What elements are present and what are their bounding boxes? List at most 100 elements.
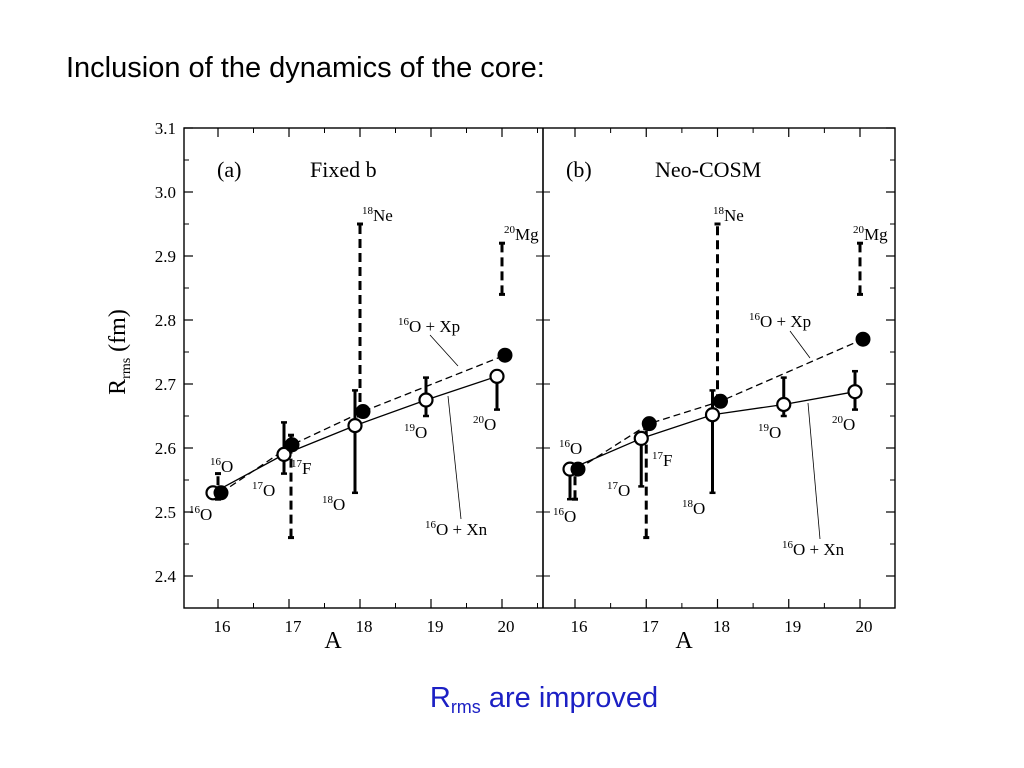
annotation-text: O — [484, 415, 496, 434]
annotation: 20O — [473, 414, 496, 434]
data-point-filled — [855, 331, 871, 347]
annotation-sup: 20 — [832, 414, 844, 426]
x-tick-label: 19 — [427, 617, 444, 636]
data-point-filled — [497, 347, 513, 363]
data-point-open — [276, 446, 292, 462]
caption-sub: rms — [450, 697, 481, 717]
caption-rest: are improved — [480, 682, 659, 714]
annotation-text: O — [415, 423, 427, 442]
panel-label: (b) — [566, 157, 592, 182]
y-axis-label: Rrms (fm) — [105, 309, 134, 395]
annotation-text: O + Xp — [760, 312, 811, 331]
data-point-open — [489, 368, 505, 384]
annotation-text: F — [663, 451, 672, 470]
annotation: 20O — [832, 414, 855, 434]
annotation-text: O + Xn — [793, 540, 845, 559]
data-point-filled — [355, 404, 371, 420]
annotation-leader — [789, 330, 811, 359]
annotation-sup: 18 — [362, 205, 374, 217]
annotation: 16O + Xn — [782, 539, 845, 559]
annotation-sup: 18 — [682, 498, 694, 510]
data-point-open — [704, 407, 721, 423]
annotation-sup: 19 — [758, 422, 770, 434]
annotation: 19O — [758, 422, 781, 442]
data-point-open — [776, 396, 792, 413]
data-point-filled — [570, 461, 586, 477]
annotation-sup: 17 — [652, 450, 664, 462]
x-tick-label: 19 — [784, 617, 801, 636]
annotation-text: O — [843, 415, 855, 434]
data-point-filled — [284, 437, 300, 453]
x-axis-label: A — [675, 628, 693, 654]
data-point-open — [847, 384, 863, 400]
annotation-sup: 17 — [252, 480, 264, 492]
annotation-sup: 16 — [559, 438, 571, 450]
x-tick-label: 17 — [285, 617, 303, 636]
annotation: 16O + Xn — [425, 519, 488, 539]
annotation-text: Ne — [724, 206, 744, 225]
annotation-text: O + Xn — [436, 520, 488, 539]
annotation-text: O — [564, 507, 576, 526]
caption-main: R — [429, 682, 451, 714]
annotation-leader — [429, 334, 459, 367]
annotation-text: Mg — [515, 225, 539, 244]
annotation: 16O — [210, 456, 233, 476]
annotation-sup: 20 — [473, 414, 485, 426]
annotation: 20Mg — [504, 224, 539, 244]
annotation-leader — [447, 395, 462, 520]
x-tick-label: 16 — [214, 617, 231, 636]
y-tick-label: 3.1 — [155, 119, 176, 138]
annotation-sup: 16 — [749, 311, 761, 323]
annotation-sup: 18 — [713, 205, 725, 217]
y-axis-label-rest: (fm) — [105, 309, 131, 358]
annotation: 18O — [322, 494, 345, 514]
y-axis-label-sub: rms — [119, 358, 134, 379]
annotation-sup: 16 — [189, 504, 201, 516]
annotation-text: F — [302, 459, 311, 478]
y-tick-label: 3.0 — [155, 183, 176, 202]
annotation: 16O — [189, 504, 212, 524]
annotation-sup: 16 — [553, 506, 565, 518]
x-tick-label: 20 — [856, 617, 873, 636]
annotation: 20Mg — [853, 224, 888, 244]
x-tick-label: 18 — [713, 617, 730, 636]
annotation-sup: 19 — [404, 422, 416, 434]
annotation: 18O — [682, 498, 705, 518]
annotation-leader — [807, 402, 821, 540]
data-point-filled — [713, 393, 728, 409]
x-tick-label: 17 — [642, 617, 660, 636]
annotation-text: O — [618, 481, 630, 500]
y-tick-label: 2.5 — [155, 503, 176, 522]
series-line — [220, 354, 506, 494]
y-tick-label: 2.9 — [155, 247, 176, 266]
annotation: 19O — [404, 422, 427, 442]
data-point-open — [418, 392, 434, 408]
panel-label: (a) — [217, 157, 241, 182]
x-axis-label: A — [324, 628, 342, 654]
annotation-text: O — [693, 499, 705, 518]
annotation-text: O — [333, 495, 345, 514]
y-tick-label: 2.7 — [155, 375, 177, 394]
data-point-open — [633, 430, 649, 446]
annotation-sup: 20 — [853, 224, 865, 236]
y-axis-label-main: R — [105, 379, 131, 395]
data-point-open — [347, 418, 363, 434]
y-tick-label: 2.6 — [155, 439, 176, 458]
annotation-sup: 17 — [291, 458, 303, 470]
annotation-text: O + Xp — [409, 317, 460, 336]
annotation-text: O — [570, 439, 582, 458]
annotation-sup: 16 — [425, 519, 437, 531]
slide-caption: Rrms are improved — [0, 682, 1024, 718]
annotation-text: O — [263, 481, 275, 500]
annotation: 17O — [252, 480, 275, 500]
annotation: 16O + Xp — [749, 311, 811, 331]
panel-title: Neo-COSM — [655, 157, 761, 182]
data-point-filled — [213, 485, 229, 501]
annotation-text: O — [200, 505, 212, 524]
panel-title: Fixed b — [310, 157, 377, 182]
annotation: 18Ne — [713, 205, 744, 225]
data-point-filled — [641, 416, 657, 432]
